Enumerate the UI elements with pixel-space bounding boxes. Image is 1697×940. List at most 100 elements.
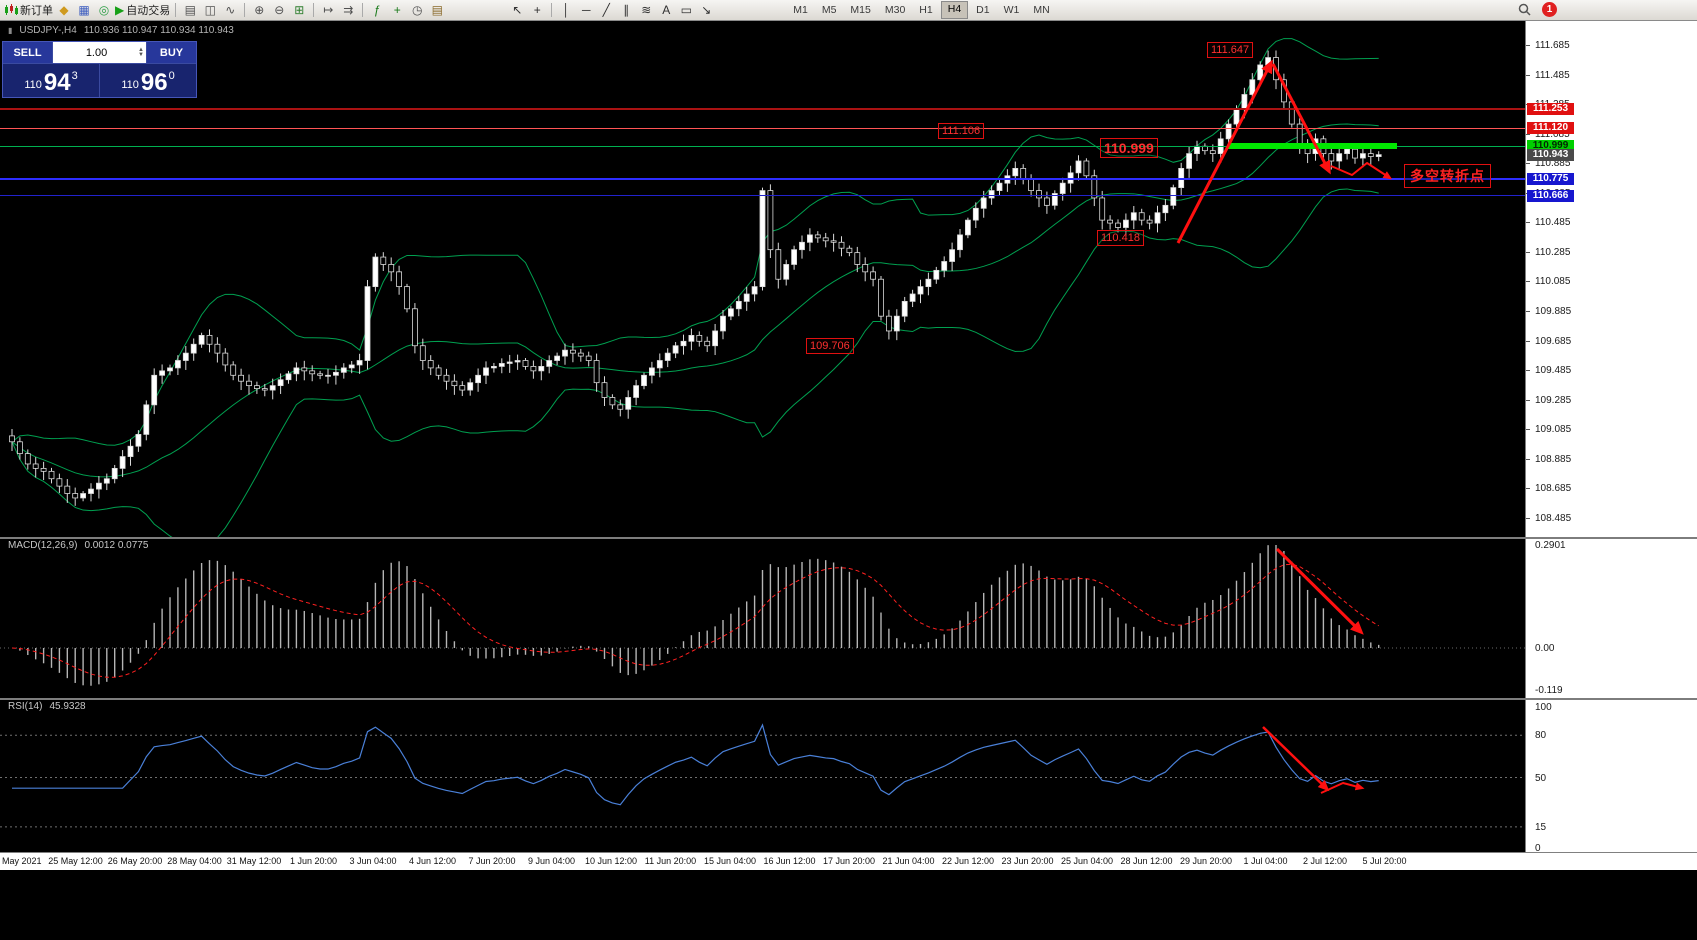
tick-mark xyxy=(1526,45,1530,46)
trendline-icon[interactable]: ╱ xyxy=(602,3,610,17)
buy-button[interactable]: BUY xyxy=(147,42,196,63)
bar-chart-icon[interactable]: ▤ xyxy=(184,3,196,17)
tick-mark xyxy=(1526,340,1530,342)
zoom-out-icon[interactable]: ⊖ xyxy=(274,3,285,17)
price-tick: 109.085 xyxy=(1535,424,1572,436)
tick-mark xyxy=(1526,222,1530,224)
sell-button[interactable]: SELL xyxy=(3,42,52,63)
rsi-indicator xyxy=(0,723,1525,828)
label-icon[interactable]: ▭ xyxy=(680,3,692,17)
periods-icon[interactable]: ◷ xyxy=(411,3,423,17)
price-tick: 108.885 xyxy=(1535,453,1572,465)
crosshair-icon[interactable]: + xyxy=(533,3,541,17)
price-tick: 111.685 xyxy=(1535,40,1570,51)
toolbar-separator xyxy=(313,3,315,17)
rsi-tick: 50 xyxy=(1535,772,1547,784)
pane-separator-rsi[interactable] xyxy=(0,698,1697,700)
volume-spinner[interactable]: ▲ ▼ xyxy=(138,46,144,58)
timeframe-m5[interactable]: M5 xyxy=(821,4,837,16)
volume-input[interactable]: 1.00 ▲ ▼ xyxy=(52,42,147,63)
candlestick-chart-icon[interactable]: ◫ xyxy=(204,3,216,17)
price-tick: 110.285 xyxy=(1535,246,1571,258)
sell-price-sup: 3 xyxy=(71,70,78,82)
auto-scroll-icon[interactable]: ↦ xyxy=(323,3,334,17)
chart-shift-icon[interactable]: ⇉ xyxy=(343,3,354,17)
macd-name: MACD(12,26,9) xyxy=(8,540,78,551)
templates-icon[interactable]: ▤ xyxy=(431,3,443,17)
text-icon[interactable]: A xyxy=(662,3,671,17)
signals-icon[interactable]: ◆ xyxy=(59,3,69,17)
add-indicator-icon[interactable]: + xyxy=(393,3,401,17)
zoom-in-icon[interactable]: ⊕ xyxy=(254,3,265,17)
time-label: 25 May 12:00 xyxy=(48,856,103,866)
time-label: 2 Jul 12:00 xyxy=(1302,856,1348,866)
toolbar-separator xyxy=(551,3,553,17)
spin-down-icon[interactable]: ▼ xyxy=(138,51,144,58)
buy-price[interactable]: 110 96 0 xyxy=(100,64,196,97)
tick-mark xyxy=(1526,458,1530,460)
price-axis[interactable]: 111.685111.485111.285111.085110.885110.6… xyxy=(1525,21,1697,854)
price-annotation[interactable]: 109.706 xyxy=(806,338,854,355)
toolbar-spacer xyxy=(716,10,786,11)
tick-mark xyxy=(1526,488,1530,490)
timeframe-m1[interactable]: M1 xyxy=(793,4,808,16)
price-annotation[interactable]: 111.106 xyxy=(938,123,985,140)
time-label: 25 Jun 04:00 xyxy=(1060,856,1114,866)
price-annotation[interactable]: 110.418 xyxy=(1097,230,1144,247)
timeframe-d1[interactable]: D1 xyxy=(976,4,990,16)
channel-icon[interactable]: ∥ xyxy=(623,3,630,17)
search-icon[interactable] xyxy=(1518,3,1531,19)
time-label: May 2021 xyxy=(2,856,42,866)
fibonacci-icon[interactable]: ≋ xyxy=(641,3,652,17)
price-annotation[interactable]: 111.647 xyxy=(1207,42,1254,59)
market-watch-icon[interactable]: ▦ xyxy=(78,3,90,17)
timeframe-h4[interactable]: H4 xyxy=(940,1,969,19)
time-label: 28 May 04:00 xyxy=(167,856,222,866)
timeframe-h1[interactable]: H1 xyxy=(919,4,933,16)
time-label: 17 Jun 20:00 xyxy=(822,856,876,866)
price-tick: 108.485 xyxy=(1535,512,1572,524)
vertical-line-icon[interactable]: │ xyxy=(562,3,570,17)
price-tag-110.775: 110.775 xyxy=(1527,173,1574,186)
time-label: 5 Jul 20:00 xyxy=(1362,856,1407,866)
macd-tick: -0.119 xyxy=(1535,685,1563,696)
price-tick: 110.085 xyxy=(1535,276,1571,288)
time-label: 3 Jun 04:00 xyxy=(349,856,397,866)
time-label: 28 Jun 12:00 xyxy=(1120,856,1173,866)
autotrade-icon[interactable]: ▶ 自动交易 xyxy=(115,3,171,17)
tick-mark xyxy=(1526,163,1530,165)
horizontal-line-icon[interactable]: ─ xyxy=(581,3,591,17)
timeframe-m15[interactable]: M15 xyxy=(850,4,871,16)
pane-separator-macd[interactable] xyxy=(0,537,1697,539)
price-tick: 111.485 xyxy=(1535,69,1570,81)
price-tick: 109.285 xyxy=(1535,394,1572,406)
macd-indicator xyxy=(0,545,1525,686)
price-tick: 109.685 xyxy=(1535,335,1572,347)
tick-mark xyxy=(1526,399,1530,401)
sell-price[interactable]: 110 94 3 xyxy=(3,64,100,97)
time-label: 1 Jul 04:00 xyxy=(1243,856,1288,866)
navigator-icon[interactable]: ◎ xyxy=(98,3,110,17)
new-order-icon[interactable]: 新订单 xyxy=(4,2,53,18)
spin-up-icon[interactable]: ▲ xyxy=(138,46,144,53)
time-label: 7 Jun 20:00 xyxy=(468,856,516,866)
timeframe-m30[interactable]: M30 xyxy=(884,4,906,16)
timeframe-w1[interactable]: W1 xyxy=(1003,4,1020,16)
notification-badge[interactable]: 1 xyxy=(1542,2,1557,17)
time-label: 9 Jun 04:00 xyxy=(527,856,576,866)
cursor-icon[interactable]: ↖ xyxy=(512,3,523,17)
time-label: 15 Jun 04:00 xyxy=(703,856,757,866)
price-tick: 109.885 xyxy=(1535,306,1572,317)
line-chart-icon[interactable]: ∿ xyxy=(225,3,236,17)
tile-windows-icon[interactable]: ⊞ xyxy=(294,3,305,17)
time-axis[interactable]: May 2021 25 May 12:00 26 May 20:00 28 May 0… xyxy=(0,852,1697,870)
sell-price-prefix: 110 xyxy=(24,79,42,91)
chart-plot-area[interactable] xyxy=(0,0,1525,852)
indicators-icon[interactable]: ƒ xyxy=(373,3,381,17)
tick-mark xyxy=(1526,281,1530,283)
rsi-name: RSI(14) xyxy=(8,701,43,712)
tick-mark xyxy=(1526,429,1530,431)
timeframe-mn[interactable]: MN xyxy=(1033,4,1050,16)
price-annotation[interactable]: 110.999 xyxy=(1100,138,1158,159)
arrows-tool-icon[interactable]: ↘ xyxy=(701,3,712,17)
